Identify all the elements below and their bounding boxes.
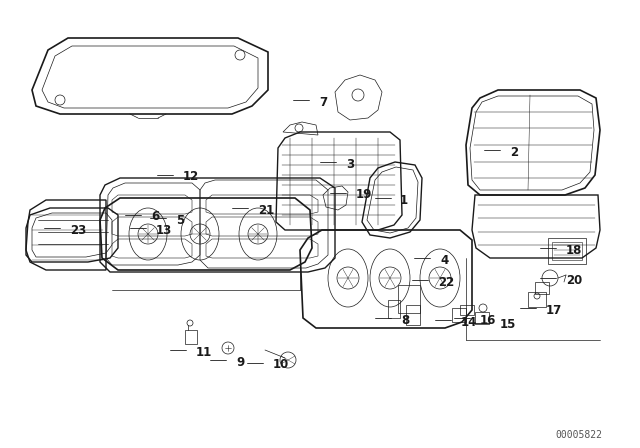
Bar — [528, 292, 546, 307]
Bar — [398, 285, 420, 313]
Text: 15: 15 — [500, 319, 516, 332]
Bar — [388, 300, 400, 318]
Text: 5: 5 — [176, 214, 184, 227]
Text: 11: 11 — [196, 345, 212, 358]
Text: 6: 6 — [151, 211, 159, 224]
Text: 00005822: 00005822 — [555, 430, 602, 440]
Bar — [185, 330, 197, 344]
Bar — [460, 305, 474, 315]
Text: 17: 17 — [546, 303, 563, 316]
Text: 4: 4 — [440, 254, 448, 267]
Text: 10: 10 — [273, 358, 289, 371]
Bar — [552, 242, 582, 260]
Bar — [452, 308, 466, 322]
Text: 8: 8 — [401, 314, 409, 327]
Text: 19: 19 — [356, 189, 372, 202]
Text: 22: 22 — [438, 276, 454, 289]
Text: 2: 2 — [510, 146, 518, 159]
Text: 1: 1 — [400, 194, 408, 207]
Text: 12: 12 — [183, 171, 199, 184]
Text: 23: 23 — [70, 224, 86, 237]
Bar — [548, 238, 586, 264]
Text: 16: 16 — [480, 314, 497, 327]
Bar — [406, 305, 420, 325]
Text: 20: 20 — [566, 273, 582, 287]
Text: 14: 14 — [461, 315, 477, 328]
Text: 7: 7 — [319, 95, 327, 108]
Text: 9: 9 — [236, 356, 244, 369]
Bar — [535, 282, 549, 294]
Text: 21: 21 — [258, 203, 275, 216]
Text: 13: 13 — [156, 224, 172, 237]
Bar — [475, 312, 489, 324]
Text: 18: 18 — [566, 244, 582, 257]
Text: 3: 3 — [346, 158, 354, 171]
